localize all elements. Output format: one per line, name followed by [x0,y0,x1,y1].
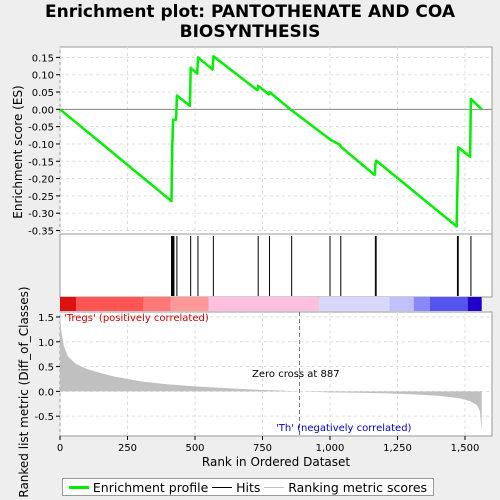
es-y-tick-label: -0.35 [28,227,54,238]
colorbar-segment [429,297,468,311]
x-tick-label: 1,250 [383,443,412,454]
legend-label-enrichment: Enrichment profile [92,479,209,495]
ranking-panel [59,311,493,437]
hits-panel [59,233,493,298]
ranking-y-tick-label: 0.0 [38,387,54,398]
ranking-y-tick-label: -0.5 [34,412,54,423]
legend-label-ranking: Ranking metric scores [288,479,428,495]
legend-swatch-hits [212,486,233,488]
es-y-tick-label: 0.05 [32,88,54,99]
x-tick-label: 0 [57,443,63,454]
colorbar-segment [76,297,144,311]
colorbar-segment [319,297,390,311]
axes-layer: 0.150.100.050.00-0.05-0.10-0.15-0.20-0.2… [28,53,479,454]
es-y-tick-label: 0.15 [32,53,54,64]
es-y-tick-label: -0.05 [28,123,54,134]
zero-cross-label: Zero cross at 887 [252,369,340,380]
chart-title: Enrichment plot: PANTOTHENATE AND COA BI… [44,2,456,42]
es-gridlines [59,47,492,234]
legend-swatch-ranking [264,486,285,488]
ranking-y-tick-label: 1.0 [38,338,54,349]
legend-item-hits: Hits [212,480,260,495]
legend-item-enrichment: Enrichment profile [68,479,209,495]
legend-swatch-enrichment [68,485,89,489]
es-y-tick-label: 0.00 [32,105,54,116]
legend-item-ranking: Ranking metric scores [264,480,427,495]
x-tick-label: 750 [253,443,272,454]
es-y-tick-label: -0.30 [28,209,54,220]
es-y-tick-label: -0.20 [28,175,54,186]
colorbar-segment [60,297,77,311]
es-y-tick-label: -0.10 [28,140,54,151]
legend-label-hits: Hits [236,479,261,495]
ranking-y-tick-label: 0.5 [38,363,54,374]
es-y-axis-label: Enrichment score (ES) [11,85,25,218]
ranking-y-axis-label: Ranked list metric (Diff_of_Classes) [17,286,31,497]
colorbar-segment [413,297,430,311]
x-tick-label: 1,000 [316,443,345,454]
es-y-tick-label: -0.25 [28,192,54,203]
ranking-y-tick-label: 1.5 [38,313,54,324]
x-tick-label: 250 [118,443,137,454]
colorbar-segment [389,297,414,311]
positive-class-label: 'Tregs' (positively correlated) [64,313,209,324]
negative-class-label: 'Th' (negatively correlated) [276,423,412,434]
rank-colorbar [60,297,482,311]
es-y-tick-label: -0.15 [28,157,54,168]
es-layer [59,55,483,228]
es-y-tick-label: 0.10 [32,71,54,82]
colorbar-segment [467,297,482,311]
x-tick-label: 500 [185,443,204,454]
es-panel [59,46,493,235]
hit-marks [171,236,472,296]
colorbar-segment [143,297,171,311]
x-axis-label: Rank in Ordered Dataset [202,455,350,469]
colorbar-segment [170,297,209,311]
enrichment-profile-line [59,55,483,228]
x-tick-label: 1,500 [451,443,480,454]
legend: Enrichment profile Hits Ranking metric s… [62,478,434,496]
colorbar-segment [208,297,320,311]
